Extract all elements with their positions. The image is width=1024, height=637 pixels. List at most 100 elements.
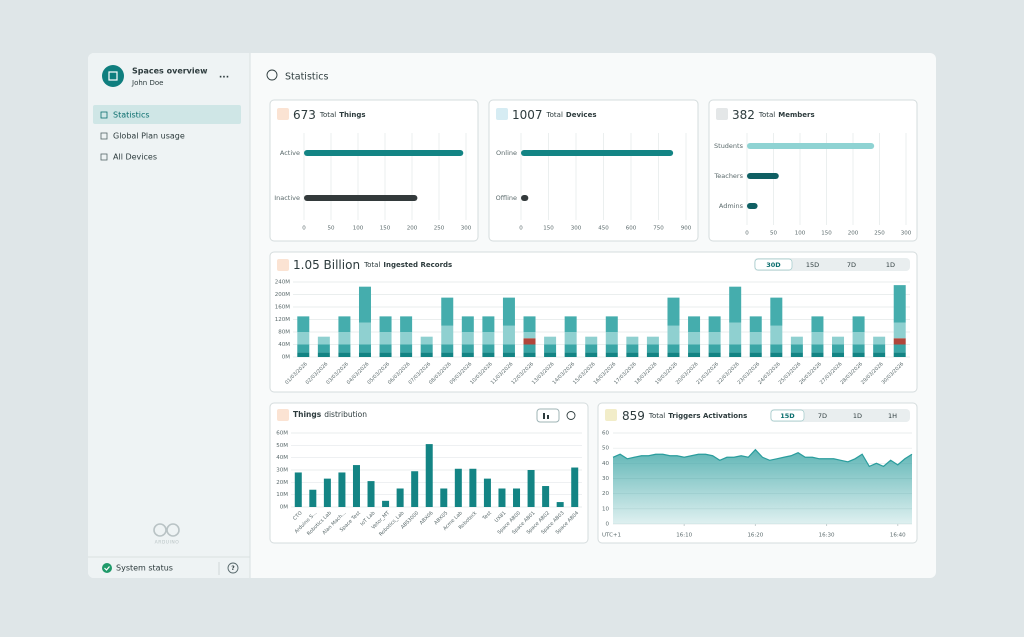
bar-segment (811, 332, 824, 345)
total: 1007 (512, 108, 543, 122)
x-tick-label: 300 (571, 226, 582, 232)
bar-segment (400, 332, 413, 345)
status[interactable]: System status (116, 564, 173, 573)
tab[interactable]: 1D (886, 261, 895, 269)
bar-segment (502, 352, 515, 357)
tab[interactable]: 1H (888, 412, 897, 420)
bar-segment (852, 352, 865, 357)
y-tick-label: 40M (276, 455, 288, 461)
bar-segment (544, 352, 557, 357)
total-title: Ingested Records (383, 261, 452, 269)
category-label: Active (280, 149, 300, 157)
tab[interactable]: 15D (780, 412, 795, 420)
bar (498, 488, 506, 507)
pie-view-toggle[interactable] (566, 411, 576, 420)
bar-segment (317, 344, 330, 353)
bar-segment (379, 332, 392, 345)
bar-segment (338, 352, 351, 357)
bar-segment (832, 344, 845, 353)
total-title: Triggers Activations (668, 412, 747, 420)
toggle-glyph (547, 415, 549, 419)
bar-segment (379, 316, 392, 332)
bar (747, 173, 779, 179)
tab[interactable]: 7D (818, 412, 827, 420)
brand: ARDUINO (155, 540, 180, 546)
sidebar-title: Spaces overview (132, 67, 208, 76)
total: 382 (732, 108, 755, 122)
bar-segment (502, 297, 515, 326)
bar-segment (852, 344, 865, 353)
bar-segment (502, 325, 515, 345)
nav-item[interactable]: All Devices (113, 153, 157, 162)
bar-segment (708, 344, 721, 353)
y-tick-label: 120M (275, 317, 290, 323)
bar (527, 470, 535, 507)
bar-segment (832, 336, 845, 345)
bar-segment (338, 332, 351, 345)
bar (469, 468, 477, 507)
tab[interactable]: 7D (847, 261, 856, 269)
bar-segment (667, 344, 680, 353)
bar (542, 486, 550, 507)
x-tick-label: 200 (848, 231, 859, 237)
sidebar-menu[interactable]: ... (219, 71, 229, 81)
bar-segment (441, 344, 454, 353)
bar-segment (790, 352, 803, 357)
bar-segment (605, 352, 618, 357)
card-title: Things (293, 410, 322, 419)
nav-item[interactable]: Statistics (113, 111, 150, 120)
bar (304, 150, 464, 156)
y-tick-label: 60 (602, 431, 609, 437)
nav-icon (100, 132, 108, 140)
bar-segment (317, 352, 330, 357)
tab[interactable]: 30D (766, 261, 781, 269)
total-label: Total (758, 111, 775, 119)
help[interactable]: ? (231, 565, 235, 572)
card-icon (496, 108, 508, 120)
y-tick-label: 200M (275, 292, 290, 298)
x-tick-label: 0 (302, 226, 306, 232)
bar-segment (338, 344, 351, 353)
tab[interactable]: 15D (806, 261, 819, 269)
bar-segment (297, 344, 310, 353)
card-header: Things distribution (293, 410, 367, 419)
x-tick-label: Test (481, 510, 493, 522)
bar-segment (667, 297, 680, 326)
nav-icon (100, 153, 108, 161)
tab-active[interactable] (754, 258, 793, 271)
brand-logo (153, 523, 167, 537)
x-tick-label: 150 (821, 231, 832, 237)
bar-segment (358, 322, 371, 345)
bar-segment (811, 344, 824, 353)
bar (513, 488, 521, 507)
bar-segment (297, 352, 310, 357)
y-tick-label: 50 (602, 446, 609, 452)
x-tick-label: 150 (543, 226, 554, 232)
nav-item[interactable]: Global Plan usage (113, 132, 185, 141)
card-icon (277, 108, 289, 120)
bar-segment (379, 352, 392, 357)
total: 859 (622, 409, 645, 423)
y-tick-label: 30 (602, 476, 609, 482)
total-label: Total (648, 412, 665, 420)
y-tick-label: 20M (276, 480, 288, 486)
category-label: Online (496, 149, 517, 157)
bar-segment (400, 344, 413, 353)
bar-segment (482, 316, 495, 332)
category-label: Admins (719, 202, 744, 210)
bar (338, 472, 346, 507)
y-tick-label: 160M (275, 305, 290, 311)
bar-segment (646, 352, 659, 357)
x-tick-label: 250 (874, 231, 885, 237)
bar-segment (729, 344, 742, 353)
bar-segment (441, 325, 454, 345)
help-icon[interactable] (227, 562, 239, 574)
bar-segment (770, 344, 783, 353)
bar-segment (585, 336, 598, 345)
bar-segment (564, 332, 577, 345)
x-tick-label: 50 (770, 231, 777, 237)
bar-segment (482, 352, 495, 357)
tab[interactable]: 1D (853, 412, 862, 420)
tab-active[interactable] (770, 409, 805, 422)
bar (367, 481, 375, 507)
